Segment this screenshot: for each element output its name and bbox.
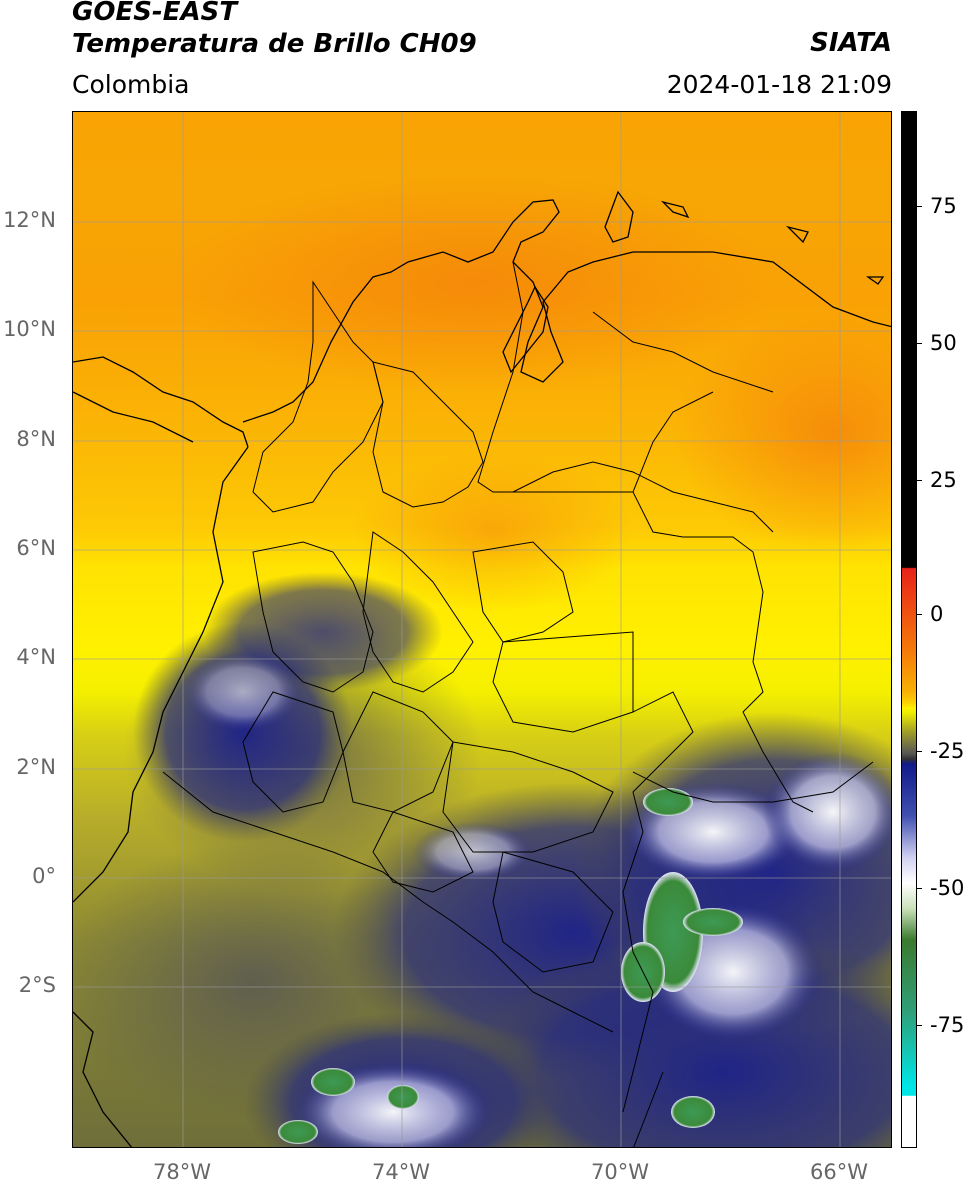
- colorbar-tick-75: 75: [930, 194, 957, 218]
- region-label: Colombia: [72, 70, 190, 99]
- lon-label-66w: 66°W: [810, 1160, 868, 1184]
- colorbar-tick-50: 50: [930, 331, 957, 355]
- lat-label-8n: 8°N: [16, 427, 56, 451]
- lon-label-78w: 78°W: [153, 1160, 211, 1184]
- map-canvas: [73, 112, 891, 1147]
- lat-label-2s: 2°S: [18, 973, 56, 997]
- colorbar-tick-minus25: -25: [930, 739, 965, 763]
- coldest-top-1: [643, 788, 693, 816]
- lat-label-2n: 2°N: [16, 755, 56, 779]
- satellite-name: GOES-EAST: [72, 0, 238, 27]
- coldest-top-4: [683, 908, 743, 936]
- lat-label-equator: 0°: [32, 864, 56, 888]
- graticule: [73, 112, 891, 1147]
- warm-area-east: [673, 312, 891, 552]
- satellite-map[interactable]: [72, 111, 892, 1148]
- lon-label-74w: 74°W: [372, 1160, 430, 1184]
- cold-top-6: [183, 652, 303, 732]
- colorbar-tick-25: 25: [930, 468, 957, 492]
- lat-label-4n: 4°N: [16, 645, 56, 669]
- datetime-label: 2024-01-18 21:09: [666, 70, 892, 99]
- cold-top-2: [763, 752, 891, 872]
- coastlines: [73, 190, 891, 1147]
- coldest-top-5: [671, 1096, 715, 1128]
- coldest-top-8: [278, 1120, 318, 1144]
- colorbar-tick-0: 0: [930, 602, 944, 626]
- lon-label-70w: 70°W: [591, 1160, 649, 1184]
- lat-label-12n: 12°N: [3, 208, 56, 232]
- warm-area-caribbean: [173, 172, 773, 392]
- source-label: SIATA: [810, 28, 892, 58]
- colorbar-tick-minus50: -50: [930, 876, 965, 900]
- colorbar-gradient: [902, 112, 916, 1147]
- admin-boundaries: [162, 261, 874, 1147]
- product-name: Temperatura de Brillo CH09: [72, 29, 477, 59]
- map-title: GOES-EAST Temperatura de Brillo CH09: [72, 0, 477, 60]
- colorbar: [901, 111, 917, 1148]
- colorbar-tick-minus75: -75: [930, 1013, 965, 1037]
- lat-label-10n: 10°N: [3, 317, 56, 341]
- lat-label-6n: 6°N: [16, 536, 56, 560]
- coldest-top-6: [311, 1068, 355, 1096]
- coldest-top-7: [387, 1085, 419, 1109]
